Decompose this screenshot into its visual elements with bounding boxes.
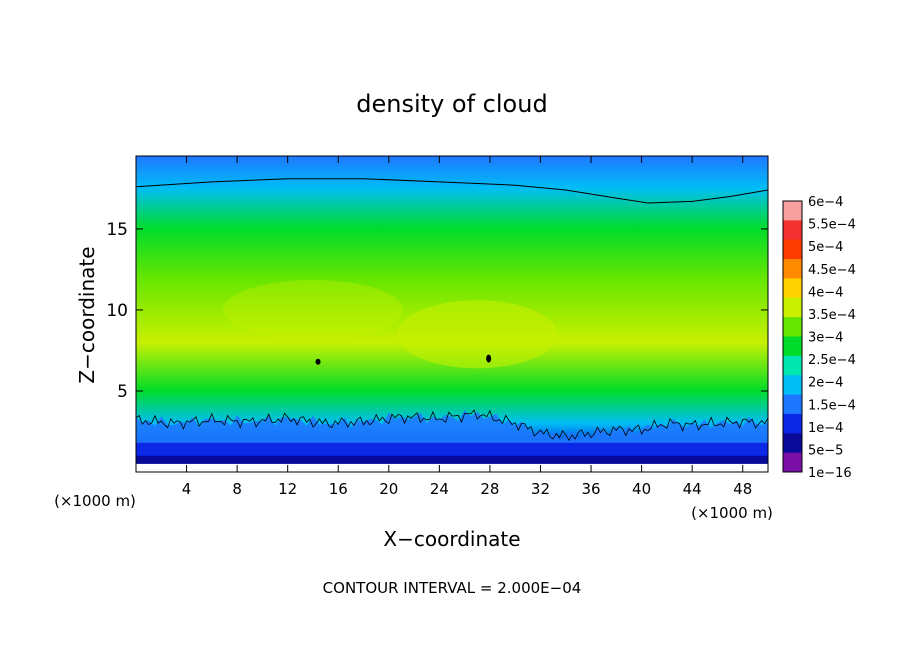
colorbar-swatch [783, 355, 802, 376]
colorbar-swatch [783, 375, 802, 396]
colorbar-swatch [783, 452, 802, 473]
lower-contour-line [136, 409, 768, 441]
colorbar-label: 1e−16 [808, 466, 852, 481]
colorbar-swatch [783, 413, 802, 434]
ground-gap [136, 463, 768, 472]
colorbar-label: 5e−5 [808, 443, 843, 458]
colorbar-label: 1.5e−4 [808, 398, 856, 413]
chart-title: density of cloud [356, 90, 547, 118]
colorbar-label: 3e−4 [808, 331, 843, 346]
y-tick-label: 5 [117, 382, 128, 402]
x-tick-label: 8 [232, 480, 242, 498]
density-core [397, 300, 558, 369]
colorbar-swatch [783, 278, 802, 299]
colorbar-frame [782, 200, 803, 473]
colorbar-swatch [783, 201, 802, 221]
colorbar-swatch [783, 394, 802, 415]
x-tick-label: 40 [632, 480, 651, 498]
colorbar-label: 5.5e−4 [808, 218, 856, 233]
y-unit-label: (×1000 m) [54, 492, 136, 510]
colorbar-label: 2e−4 [808, 376, 843, 391]
plot-area [135, 155, 769, 473]
x-tick-label: 12 [278, 480, 297, 498]
colorbar-label: 4.5e−4 [808, 263, 856, 278]
plot-frame [135, 155, 769, 473]
x-tick-label: 32 [531, 480, 550, 498]
x-unit-label: (×1000 m) [691, 504, 773, 522]
colorbar-swatch [783, 259, 802, 279]
x-tick-label: 28 [480, 480, 499, 498]
colorbar-swatch [783, 239, 802, 260]
colorbar-label: 1e−4 [808, 421, 843, 436]
y-axis-label: Z−coordinate [75, 246, 99, 383]
x-tick-label: 16 [329, 480, 348, 498]
colorbar-label: 5e−4 [808, 240, 843, 255]
x-tick-label: 24 [430, 480, 449, 498]
x-tick-label: 20 [379, 480, 398, 498]
colorbar-swatch [783, 336, 802, 357]
x-axis-label: X−coordinate [383, 527, 520, 551]
colorbar-label: 4e−4 [808, 285, 843, 300]
plot-field [136, 156, 768, 472]
colorbar-label: 2.5e−4 [808, 353, 856, 368]
x-tick-label: 4 [182, 480, 192, 498]
colorbar-label: 3.5e−4 [808, 308, 856, 323]
colorbar-swatch [783, 220, 802, 241]
colorbar-swatch [783, 297, 802, 318]
x-axis: 4 8 12 16 20 24 28 32 36 40 44 48 [182, 156, 752, 498]
x-tick-label: 48 [733, 480, 752, 498]
contour-island-west [315, 358, 321, 365]
colorbar-label: 6e−4 [808, 195, 843, 210]
x-tick-label: 36 [581, 480, 600, 498]
y-tick-label: 15 [106, 220, 128, 240]
colorbar-swatch [783, 317, 802, 337]
x-tick-label: 44 [683, 480, 702, 498]
upper-contour-line [136, 178, 768, 204]
contour-interval-text: CONTOUR INTERVAL = 2.000E−04 [323, 579, 582, 597]
colorbar-swatch [783, 433, 802, 454]
colorbar: 6e−4 5.5e−4 5e−4 4.5e−4 4e−4 3.5e−4 3e−4 2.5e−4… [782, 195, 856, 481]
y-tick-label: 10 [106, 301, 128, 321]
contour-island-east [486, 354, 492, 363]
y-axis: 5 10 15 [106, 220, 768, 402]
density-core-west [222, 279, 403, 340]
